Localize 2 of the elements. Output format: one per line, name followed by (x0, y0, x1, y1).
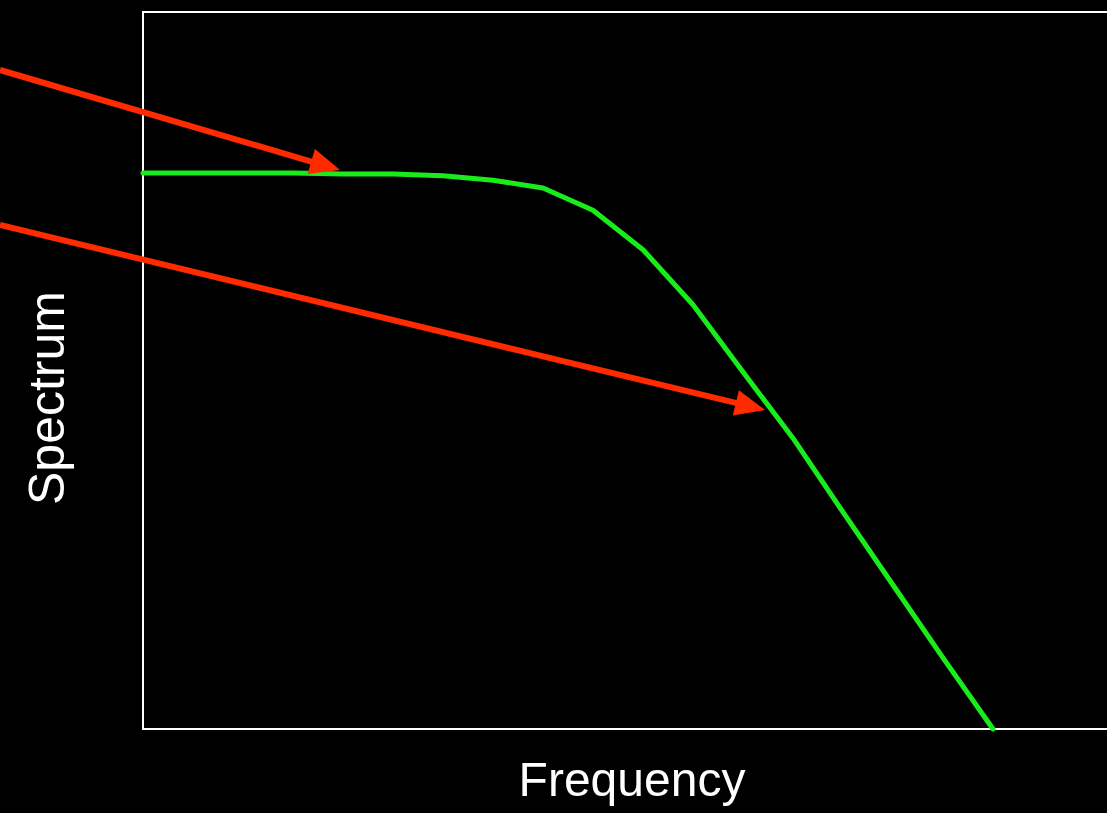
x-axis-title: Frequency (518, 753, 746, 806)
y-axis-title: Spectrum (19, 291, 75, 505)
